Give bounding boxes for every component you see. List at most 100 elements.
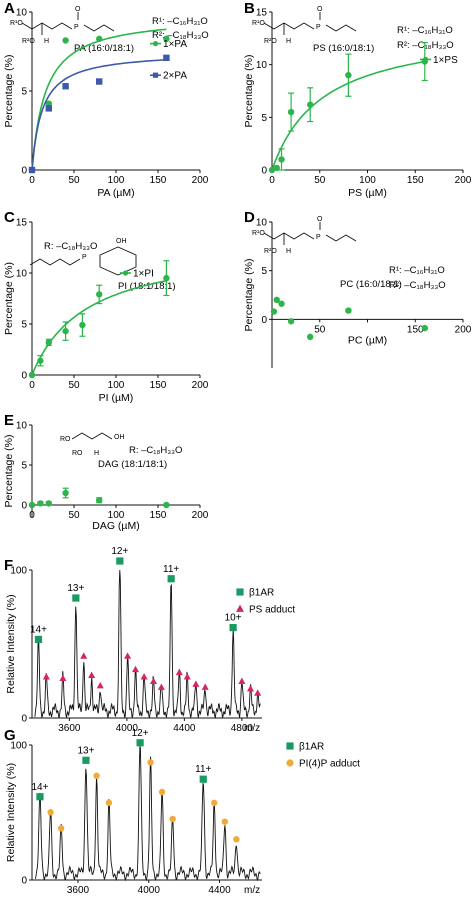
glycerol-backbone — [21, 22, 73, 30]
beta1ar-peak-marker — [136, 739, 144, 747]
data-point — [307, 333, 314, 341]
beta1ar-peak-marker — [72, 594, 80, 602]
r2-label-chem: R²O — [22, 38, 35, 45]
h-label: H — [44, 38, 49, 45]
axes: 0 50 100 150 200 0 5 10 15 PI (µM) Percentage (%) — [3, 218, 209, 405]
data-point — [273, 296, 280, 304]
axes: 0 50 100 150 200 0 5 10 DAG (µM) Percentage (%) — [3, 421, 209, 533]
adduct-peak-marker — [246, 684, 255, 692]
adduct-peak-marker — [47, 809, 54, 816]
r1-substituent: R: –C₁₈H₃₃O — [129, 445, 182, 456]
x-tick-label: 3600 — [67, 885, 90, 896]
y-tick-label: 10 — [256, 60, 268, 71]
legend-marker — [286, 759, 294, 767]
data-point — [163, 54, 170, 62]
data-point — [62, 327, 69, 335]
data-point — [28, 166, 36, 174]
legend-label: 1×PA — [163, 39, 187, 50]
h-label: H — [286, 38, 291, 45]
x-tick-label: 150 — [407, 175, 424, 186]
r1-substituent: R¹: –C₁₆H₃₁O — [152, 16, 208, 27]
charge-state-label: 13+ — [77, 745, 94, 756]
o-label: O — [317, 6, 323, 13]
data-point — [62, 37, 69, 44]
y-axis-label: Percentage (%) — [3, 262, 15, 335]
adduct-peak-marker — [233, 836, 240, 843]
x-tick-label: 4800 — [231, 723, 254, 734]
y-tick-label: 0 — [21, 714, 27, 725]
oh-label: OH — [116, 238, 127, 245]
y-tick-label: 0 — [21, 371, 27, 382]
legend-label: 1×PI — [133, 269, 154, 280]
adduct-peak-marker — [42, 673, 50, 680]
y-tick-label: 10 — [256, 218, 268, 229]
adduct-peak-marker — [140, 673, 148, 680]
data-point — [96, 35, 103, 43]
y-tick-label: 15 — [256, 8, 268, 19]
data-point — [163, 35, 170, 43]
x-tick-label: 50 — [314, 324, 326, 335]
data-point — [28, 371, 36, 379]
data-point — [270, 308, 278, 315]
r2-substituent: R²: –C₁₈H₃₃O — [152, 30, 209, 41]
series-2PA: 2×PA — [28, 54, 187, 174]
data-point — [287, 108, 295, 116]
adduct-peak-marker — [183, 673, 191, 680]
data-point — [287, 318, 295, 325]
spectrum-trace — [34, 569, 261, 719]
panel-letter: F — [4, 557, 13, 574]
beta1ar-peak-marker — [116, 557, 124, 565]
head-group — [325, 24, 357, 32]
x-tick-label: 200 — [455, 324, 472, 335]
panel-letter: C — [4, 209, 15, 226]
series-0 — [270, 296, 428, 341]
adduct-peak-marker — [221, 818, 229, 825]
r1-label-chem: R¹O — [252, 230, 265, 237]
legend-marker — [152, 72, 159, 78]
axes: 0 50 100 150 200 0 5 10 15 PS (µM) Percentage (%) — [243, 8, 472, 200]
adduct-peak-marker — [80, 652, 88, 659]
y-axis-label: Relative Intensity (%) — [5, 594, 17, 693]
x-tick-label: 200 — [192, 380, 209, 391]
adduct-peak-marker — [96, 682, 104, 689]
r2-label-chem: R²O — [264, 38, 277, 45]
data-point — [79, 321, 86, 329]
data-point — [45, 105, 52, 112]
legend-marker — [236, 588, 244, 596]
x-tick-label: 100 — [108, 510, 125, 521]
adduct-peak-marker — [169, 815, 176, 823]
x-tick-label: 50 — [314, 175, 326, 186]
legend-label: β1AR — [249, 588, 274, 599]
data-point — [163, 501, 170, 509]
x-tick-label: 4000 — [116, 723, 139, 734]
x-tick-label: 200 — [455, 175, 472, 186]
panel-letter: B — [244, 0, 255, 17]
x-tick-label: 50 — [68, 175, 80, 186]
series-1PI: 1×PI — [28, 260, 170, 379]
adduct-peak-marker — [175, 668, 183, 676]
data-point — [62, 489, 69, 497]
data-point — [45, 339, 52, 346]
beta1ar-peak-marker — [167, 575, 175, 583]
panel-letter: A — [4, 0, 15, 17]
charge-state-label: 14+ — [30, 624, 47, 635]
panel-letter: E — [4, 412, 14, 429]
panel-letter: G — [4, 727, 16, 744]
y-tick-label: 15 — [16, 218, 28, 229]
x-axis-label: DAG (µM) — [92, 520, 139, 532]
p-label: P — [74, 24, 79, 31]
o-label: O — [75, 6, 81, 13]
series-1PA: 1×PA — [28, 28, 187, 174]
data-point — [163, 274, 170, 282]
data-point — [345, 72, 352, 79]
lipid-name: PS (16:0/18:1) — [313, 43, 374, 54]
x-tick-label: 0 — [269, 175, 275, 186]
charge-state-label: 11+ — [195, 764, 211, 775]
o-label: O — [317, 216, 323, 223]
oh-label: OH — [114, 434, 125, 441]
data-point — [96, 497, 103, 504]
y-tick-label: 0 — [21, 501, 27, 512]
adduct-peak-marker — [254, 689, 262, 696]
r2-label-chem: RO — [72, 450, 83, 457]
